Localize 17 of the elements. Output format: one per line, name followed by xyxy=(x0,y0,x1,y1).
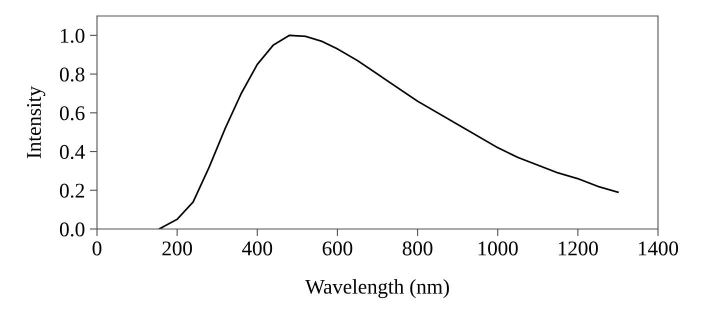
x-tick-label: 200 xyxy=(162,241,192,256)
x-tick-label: 400 xyxy=(242,241,272,256)
y-tick-label: 0.0 xyxy=(60,222,84,237)
x-tick-label: 0 xyxy=(92,241,102,256)
y-tick-label: 0.4 xyxy=(60,144,85,160)
x-tick-label: 1400 xyxy=(639,241,678,256)
y-tick-label: 1.0 xyxy=(60,28,84,43)
x-tick-label: 800 xyxy=(402,241,432,256)
x-tick-label: 600 xyxy=(322,241,352,256)
line-series xyxy=(158,34,619,229)
x-tick-label: 1200 xyxy=(558,241,598,256)
y-axis-title: Intensity xyxy=(26,86,46,158)
y-tick-label: 0.8 xyxy=(60,67,84,82)
y-tick-label: 0.2 xyxy=(60,184,84,198)
x-axis-title: Wavelength (nm) xyxy=(305,279,449,298)
x-tick-label: 1000 xyxy=(478,241,518,256)
y-tick-label: 0.6 xyxy=(60,106,85,120)
